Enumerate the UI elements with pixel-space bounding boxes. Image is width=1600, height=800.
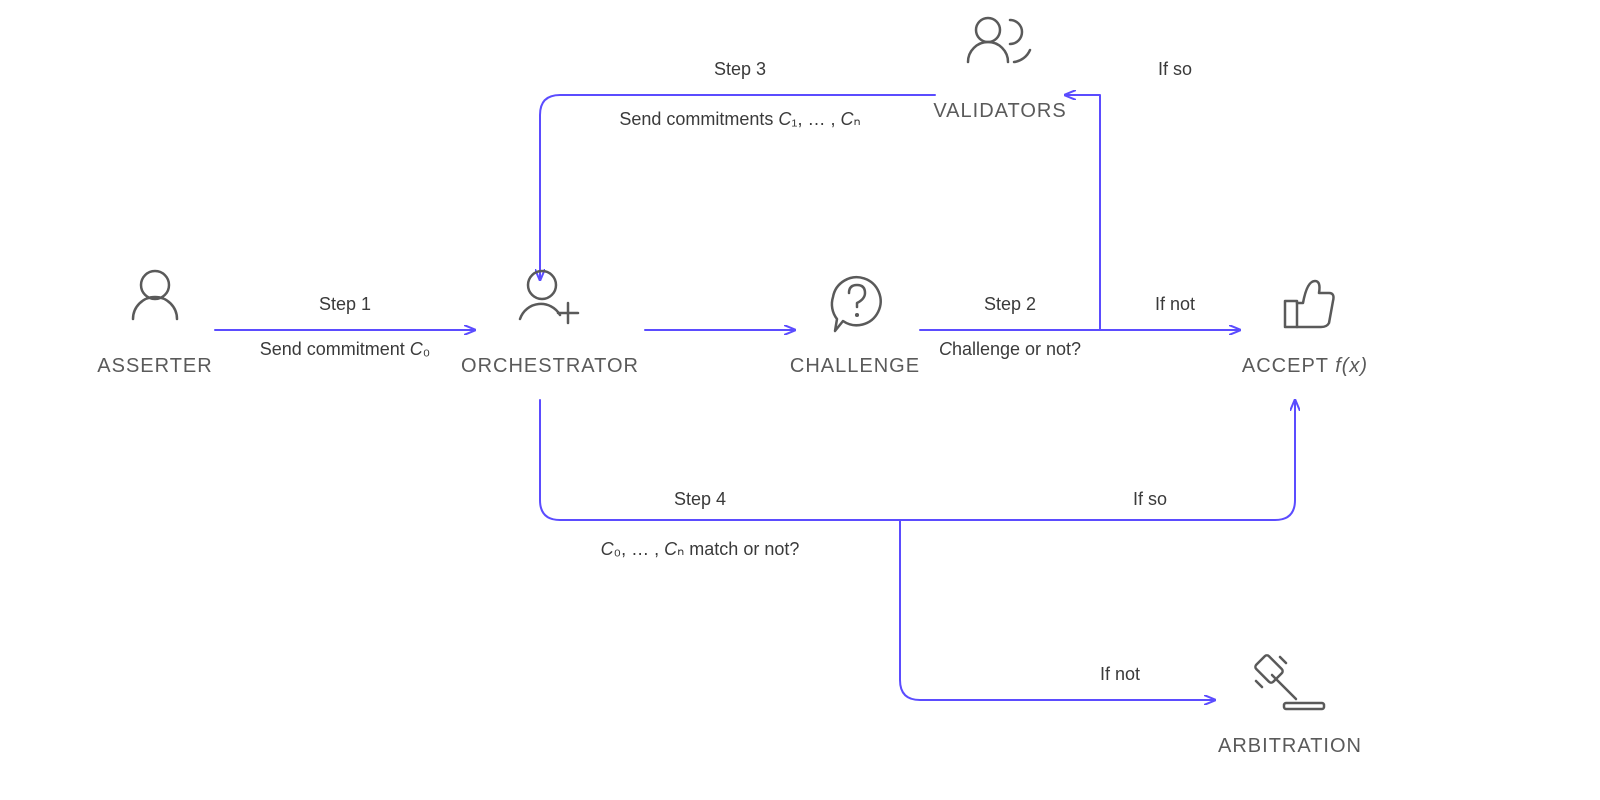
edge-step1: Step 1 Send commitment C₀ — [215, 294, 475, 359]
edge-label: Step 2 — [984, 294, 1036, 314]
edge-sublabel: Send commitment C₀ — [260, 339, 431, 359]
question-bubble-icon — [832, 277, 881, 331]
node-accept: ACCEPT f(x) — [1242, 281, 1368, 377]
edge-sublabel: C₀, … , Cₙ match or not? — [601, 539, 800, 559]
edge-condition: If not — [1155, 294, 1195, 314]
person-icon — [133, 271, 177, 319]
node-label: ARBITRATION — [1218, 735, 1362, 757]
edge-step3: Step 3 Send commitments C₁, … , Cₙ — [540, 59, 935, 280]
edge-condition: If not — [1100, 664, 1140, 684]
edge-label: Step 1 — [319, 294, 371, 314]
node-label: VALIDATORS — [933, 100, 1066, 122]
node-orchestrator: ORCHESTRATOR — [461, 271, 639, 377]
edge-to-arbitration: If not — [900, 520, 1215, 700]
node-asserter: ASSERTER — [97, 271, 212, 377]
node-label: ORCHESTRATOR — [461, 355, 639, 377]
node-label: CHALLENGE — [790, 355, 920, 377]
node-arbitration: ARBITRATION — [1218, 654, 1362, 757]
gavel-icon — [1254, 654, 1324, 709]
edge-step4-accept: Step 4 C₀, … , Cₙ match or not? If so — [540, 400, 1295, 559]
edge-sublabel: Send commitments C₁, … , Cₙ — [619, 109, 860, 129]
node-label: ACCEPT f(x) — [1242, 355, 1368, 377]
edge-condition: If so — [1133, 489, 1167, 509]
edge-to-validators: If so — [1065, 59, 1192, 330]
edge-step2: Step 2 Challenge or not? If not — [920, 294, 1240, 359]
edge-label: Step 4 — [674, 489, 726, 509]
edge-label: If so — [1158, 59, 1192, 79]
person-plus-icon — [520, 271, 578, 323]
node-label: ASSERTER — [97, 355, 212, 377]
group-icon — [968, 18, 1030, 62]
edge-label: Step 3 — [714, 59, 766, 79]
thumbs-up-icon — [1285, 281, 1334, 327]
node-validators: VALIDATORS — [933, 18, 1066, 122]
flow-diagram: Step 1 Send commitment C₀ Step 2 Challenge … — [0, 0, 1600, 800]
edges: Step 1 Send commitment C₀ Step 2 Challenge … — [215, 59, 1295, 700]
edge-sublabel: Challenge or not? — [939, 339, 1081, 359]
node-challenge: CHALLENGE — [790, 277, 920, 377]
